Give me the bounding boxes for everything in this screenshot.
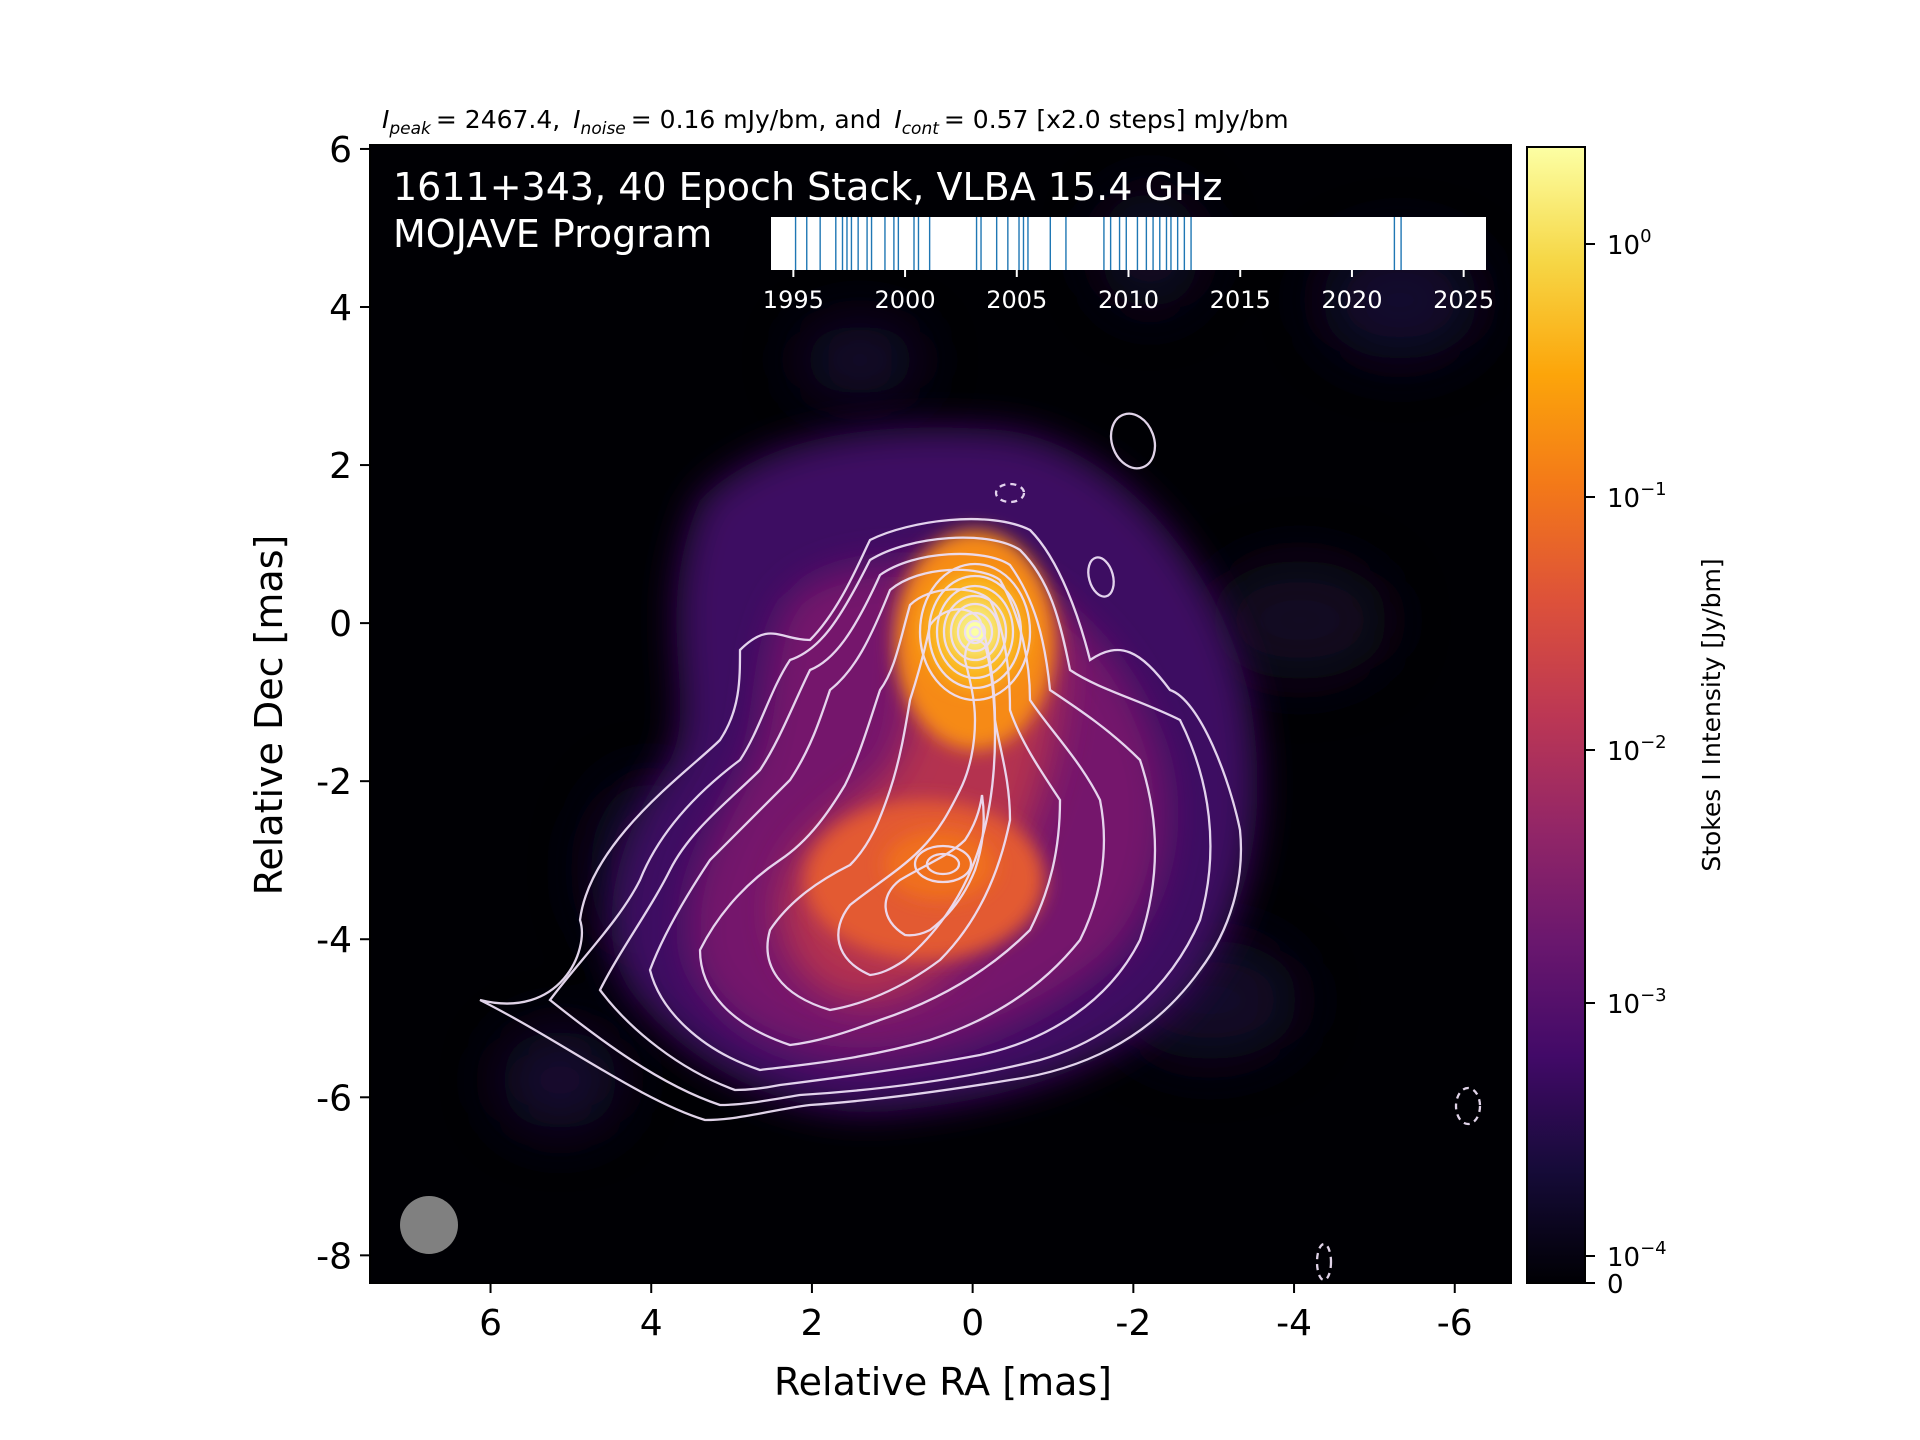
contour-1 (479, 517, 1243, 1122)
contours (479, 412, 1482, 1282)
y-tick-label: -4 (316, 920, 352, 961)
contour-core-1 (918, 562, 1032, 702)
contour-core-2 (927, 574, 1023, 690)
contour-island-1 (1109, 412, 1157, 470)
epoch-lines (794, 217, 1402, 270)
x-tick-label: 0 (961, 1303, 984, 1344)
header-stats: Ipeak = 2467.4, Inoise = 0.16 mJy/bm, and … (382, 105, 1289, 139)
contour-4 (648, 568, 1106, 1072)
timeline-box (771, 217, 1486, 270)
y-tick-label: 2 (329, 446, 352, 487)
contour-core-3 (935, 584, 1015, 680)
contour-6 (766, 608, 1012, 1012)
y-tick-label: 6 (329, 130, 352, 171)
plot-title-line1: 1611+343, 40 Epoch Stack, VLBA 15.4 GHz (393, 165, 1222, 209)
timeline-tick-label: 2025 (1433, 286, 1494, 314)
colorbar-gradient (1526, 146, 1586, 1284)
colorbar-tick-label: 0 (1607, 1270, 1624, 1300)
colorbar-tick-label: 10−3 (1607, 985, 1667, 1020)
y-axis-ticks: 6 4 2 0 -2 -4 -6 -8 (316, 130, 370, 1277)
x-tick-label: -2 (1115, 1303, 1151, 1344)
timeline-ticks: 1995 2000 2005 2010 2015 2020 2025 (763, 270, 1494, 314)
contour-8 (884, 794, 985, 937)
colorbar-tick-label: 10−4 (1607, 1238, 1667, 1273)
x-axis-ticks: 6 4 2 0 -2 -4 -6 (479, 1283, 1473, 1344)
jet-knot-inner (885, 830, 995, 900)
y-tick-label: -2 (316, 762, 352, 803)
colorbar-tick-label: 10−1 (1607, 479, 1667, 514)
plot-frame (369, 144, 1512, 1284)
core-peak (965, 621, 985, 641)
y-axis-label: Relative Dec [mas] (247, 535, 291, 896)
plot-title-line2: MOJAVE Program (393, 212, 712, 256)
x-tick-label: 2 (800, 1303, 823, 1344)
contour-core-7 (963, 619, 987, 645)
contour-core-6 (956, 611, 994, 653)
timeline-tick-label: 2015 (1210, 286, 1271, 314)
colorbar-label: Stokes I Intensity [Jy/bm] (1697, 558, 1726, 871)
image-area: 1611+343, 40 Epoch Stack, VLBA 15.4 GHz … (370, 145, 1511, 1283)
colorbar-tick-label: 10−2 (1607, 732, 1667, 767)
y-tick-label: -6 (316, 1078, 352, 1119)
y-tick-label: 4 (329, 288, 352, 329)
contour-island-2 (1087, 556, 1115, 598)
colorbar-tick-label: 100 (1607, 226, 1652, 261)
contour-3 (598, 552, 1157, 1092)
timeline-tick-label: 2005 (986, 286, 1047, 314)
epoch-timeline: 1995 2000 2005 2010 2015 2020 2025 (763, 217, 1494, 314)
contour-negative-2 (1454, 1086, 1482, 1126)
contour-5 (698, 588, 1062, 1047)
contour-negative-1 (994, 482, 1026, 504)
x-tick-label: 6 (479, 1303, 502, 1344)
contour-knot-1 (913, 844, 973, 884)
x-tick-label: -4 (1276, 1303, 1312, 1344)
beam-ellipse (400, 1196, 458, 1254)
contour-negative-3 (1315, 1242, 1333, 1282)
timeline-tick-label: 2010 (1098, 286, 1159, 314)
timeline-tick-label: 2000 (875, 286, 936, 314)
y-tick-label: 0 (329, 604, 352, 645)
x-axis-label: Relative RA [mas] (774, 1360, 1112, 1404)
contour-core-5 (949, 602, 1001, 662)
contour-knot-2 (925, 852, 961, 876)
contour-2 (548, 536, 1212, 1107)
contour-core-8 (968, 625, 982, 639)
colorbar-ticks: 100 10−1 10−2 10−3 10−40 (1585, 226, 1667, 1300)
contour-core-4 (942, 594, 1008, 670)
timeline-tick-label: 2020 (1321, 286, 1382, 314)
x-tick-label: -6 (1437, 1303, 1473, 1344)
timeline-tick-label: 1995 (763, 286, 824, 314)
x-tick-label: 4 (640, 1303, 663, 1344)
y-tick-label: -8 (316, 1236, 352, 1277)
jet-emission (611, 427, 1258, 1113)
colorbar: 100 10−1 10−2 10−3 10−40 Stokes I Intensity … (1526, 146, 1726, 1300)
